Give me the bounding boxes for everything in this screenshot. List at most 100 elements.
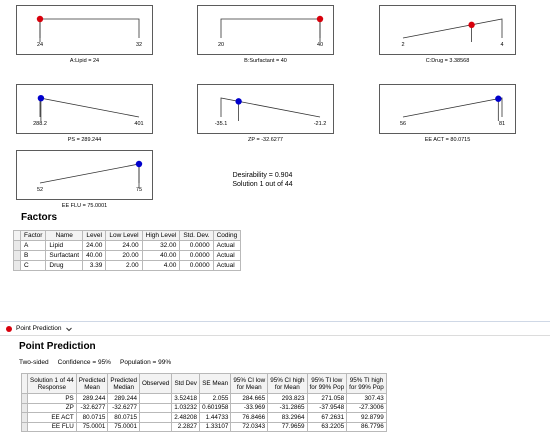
table-cell: 0.0000 xyxy=(179,250,214,261)
table-cell xyxy=(138,421,173,432)
ramp-low-tick: 20 xyxy=(217,42,225,48)
table-row[interactable]: C Drug 3.39 2.00 4.00 0.0000 Actual xyxy=(13,260,242,271)
desirability-value: Desirability = 0.904 xyxy=(232,172,293,179)
table-cell xyxy=(138,412,173,423)
table-cell: -33.969 xyxy=(230,402,269,413)
ramp-line xyxy=(220,97,321,118)
column-header: Std Dev xyxy=(171,373,201,394)
table-cell: Actual xyxy=(212,260,242,271)
table-row[interactable]: A Lipid 24.00 24.00 32.00 0.0000 Actual xyxy=(13,240,242,251)
table-cell: -37.9548 xyxy=(306,402,348,413)
column-header: Std. Dev. xyxy=(179,230,214,241)
column-header: Low Level xyxy=(105,230,143,241)
table-cell: 83.2964 xyxy=(267,412,308,423)
sided-label: Two-sided xyxy=(19,359,49,366)
row-selector[interactable] xyxy=(21,421,28,432)
table-cell: 76.8466 xyxy=(230,412,269,423)
ramp-plot xyxy=(16,150,153,200)
ramp-label: EE ACT = 80.0715 xyxy=(424,137,471,143)
table-cell: B xyxy=(19,250,47,261)
tab-label: Point Prediction xyxy=(16,325,62,332)
table-cell: A xyxy=(19,240,47,251)
table-cell: 0.0000 xyxy=(179,240,214,251)
row-selector[interactable] xyxy=(13,250,21,261)
table-row[interactable]: ZP -32.6277 -32.6277 1.03232 0.601958 -33.969… xyxy=(21,402,387,413)
ramp-high-tick: -21.2 xyxy=(313,121,327,127)
table-row[interactable]: B Surfactant 40.00 20.00 40.00 0.0000 Actual xyxy=(13,250,242,261)
desirability-summary: Desirability = 0.904 Solution 1 out of 4… xyxy=(205,171,320,189)
table-cell: 20.00 xyxy=(105,250,143,261)
table-cell: -32.6277 xyxy=(107,402,140,413)
table-cell: 24.00 xyxy=(105,240,143,251)
table-cell: EE FLU xyxy=(27,421,77,432)
table-cell: 289.244 xyxy=(75,393,109,404)
table-cell: 2.00 xyxy=(105,260,143,271)
ramp-high-tick: 4 xyxy=(500,42,504,48)
table-row[interactable]: EE FLU 75.0001 75.0001 2.2827 1.33107 72.0343… xyxy=(21,421,387,432)
table-cell: 1.03232 xyxy=(171,402,201,413)
record-icon xyxy=(6,325,12,332)
ramp-marker xyxy=(135,160,143,168)
table-cell: 40.00 xyxy=(141,250,181,261)
ramp-marker xyxy=(316,15,324,23)
table-header-row: Solution 1 of 44 Response Predicted Mean Pre… xyxy=(21,373,387,394)
table-row[interactable]: EE ACT 80.0715 80.0715 2.48208 1.44733 76.846… xyxy=(21,412,387,423)
ramp-high-tick: 32 xyxy=(135,42,143,48)
table-cell: 86.7796 xyxy=(346,421,387,432)
table-header-row: Factor Name Level Low Level High Level Std. D… xyxy=(13,230,242,241)
ramp-high-tick: 81 xyxy=(498,121,506,127)
ramp-panel: -35.1 -21.2 ZP = -32.6277 xyxy=(197,84,334,143)
column-header: 95% TI high for 99% Pop xyxy=(346,373,387,394)
table-cell: 0.0000 xyxy=(179,260,214,271)
table-cell: 3.39 xyxy=(82,260,107,271)
column-header: Coding xyxy=(212,230,242,241)
ramp-high-tick: 401 xyxy=(134,121,144,127)
factors-heading: Factors xyxy=(21,212,58,223)
ramp-panel: 52 75 EE FLU = 75.0001 xyxy=(16,150,153,209)
ramp-plot xyxy=(197,84,334,134)
table-cell: -31.2865 xyxy=(267,402,308,413)
table-cell: 307.43 xyxy=(346,393,387,404)
table-cell: -32.6277 xyxy=(75,402,109,413)
ramp-label: C:Drug = 3.38568 xyxy=(425,58,470,64)
table-cell: 75.0001 xyxy=(75,421,109,432)
table-row[interactable]: PS 289.244 289.244 3.52418 2.055 284.665 293.8… xyxy=(21,393,387,404)
column-header: SE Mean xyxy=(199,373,232,394)
column-header: Observed xyxy=(138,373,173,394)
table-cell: 80.0715 xyxy=(75,412,109,423)
table-cell: 284.665 xyxy=(230,393,269,404)
column-header: Factor xyxy=(19,230,47,241)
table-cell: C xyxy=(19,260,47,271)
table-cell: EE ACT xyxy=(27,412,77,423)
tab-point-prediction[interactable]: Point Prediction xyxy=(5,322,73,335)
row-selector[interactable] xyxy=(13,230,21,241)
ramp-low-tick: 2 xyxy=(401,42,405,48)
ramp-low-tick: 52 xyxy=(36,187,44,193)
column-header: Name xyxy=(45,230,84,241)
table-cell: 40.00 xyxy=(82,250,107,261)
table-cell: 63.2205 xyxy=(306,421,348,432)
factors-table: Factor Name Level Low Level High Level Std. D… xyxy=(13,230,242,271)
table-cell: ZP xyxy=(27,402,77,413)
tab-bar: Point Prediction xyxy=(0,321,550,336)
column-header: Level xyxy=(82,230,107,241)
ramp-plot xyxy=(16,84,153,134)
table-cell: 24.00 xyxy=(82,240,107,251)
table-cell: 92.8799 xyxy=(346,412,387,423)
ramp-plot xyxy=(379,84,516,134)
row-selector[interactable] xyxy=(13,240,21,251)
ramp-label: EE FLU = 75.0001 xyxy=(61,203,108,209)
ramp-panel: 288.2 401 PS = 289.244 xyxy=(16,84,153,143)
row-selector[interactable] xyxy=(21,373,28,394)
table-cell: -27.3006 xyxy=(346,402,387,413)
table-cell: 80.0715 xyxy=(107,412,140,423)
table-cell: 75.0001 xyxy=(107,421,140,432)
table-cell: 72.0343 xyxy=(230,421,269,432)
table-cell: Drug xyxy=(45,260,84,271)
column-header: 95% CI high for Mean xyxy=(267,373,308,394)
row-selector[interactable] xyxy=(13,260,21,271)
point-prediction-title: Point Prediction xyxy=(19,341,96,352)
ramp-panel: 24 32 A:Lipid = 24 xyxy=(16,5,153,64)
ramp-label: B:Surfactant = 40 xyxy=(244,58,287,64)
chevron-down-icon[interactable] xyxy=(65,325,73,333)
